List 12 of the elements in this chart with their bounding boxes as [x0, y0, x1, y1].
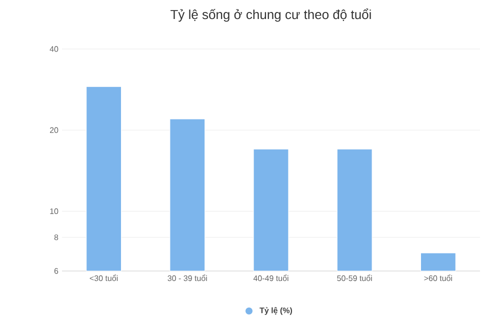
legend-label: Tỷ lệ (%) — [260, 307, 292, 315]
y-tick-label: 8 — [54, 234, 58, 240]
x-tick-label: 40-49 tuổi — [253, 274, 288, 282]
y-tick-label: 10 — [50, 208, 58, 214]
chart-title: Tỷ lệ sống ở chung cư theo độ tuổi — [170, 8, 371, 22]
x-tick-label: 30 - 39 tuổi — [168, 274, 207, 282]
y-tick-label: 40 — [50, 46, 58, 52]
x-tick-label: <30 tuổi — [90, 274, 118, 282]
y-tick-label: 6 — [54, 268, 58, 274]
y-tick-label: 20 — [50, 127, 58, 133]
x-tick-label: 50-59 tuổi — [337, 274, 372, 282]
x-tick-label: >60 tuổi — [424, 274, 452, 282]
